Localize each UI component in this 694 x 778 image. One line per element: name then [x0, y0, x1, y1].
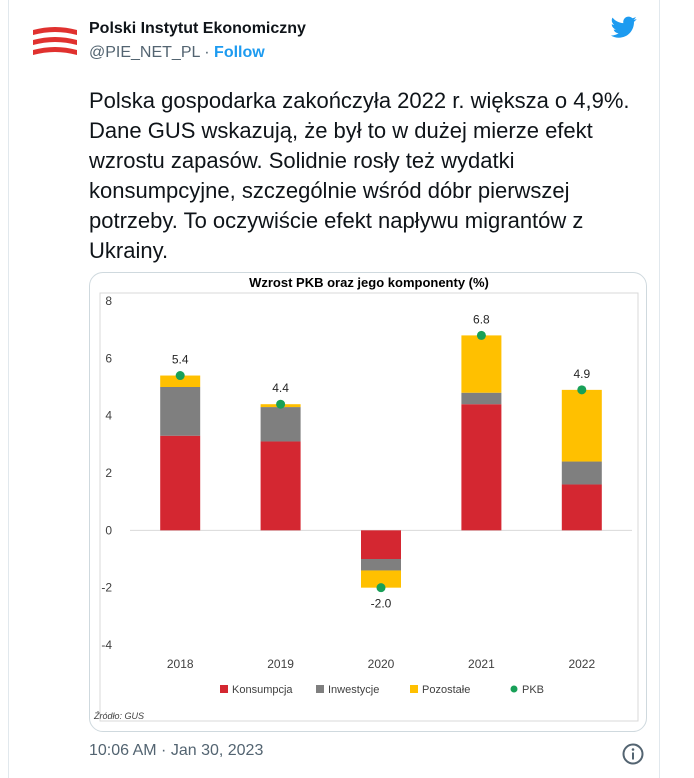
- legend-label: PKB: [522, 684, 544, 696]
- bar-segment-konsumpcja: [561, 484, 602, 531]
- legend-swatch: [316, 685, 324, 693]
- source-note: Źródło: GUS: [93, 711, 144, 721]
- bar-segment-inwestycje: [461, 392, 502, 405]
- chart-title: Wzrost PKB oraz jego komponenty (%): [249, 275, 489, 290]
- data-label: 4.4: [272, 381, 289, 395]
- meta-separator: ·: [204, 44, 210, 61]
- follow-button[interactable]: Follow: [214, 44, 265, 61]
- pkb-marker: [276, 399, 286, 409]
- bar-segment-konsumpcja: [160, 435, 201, 531]
- pkb-marker: [175, 371, 185, 381]
- author-handle[interactable]: @PIE_NET_PL: [89, 44, 200, 61]
- pkb-marker: [376, 583, 386, 593]
- bar-segment-konsumpcja: [361, 530, 401, 559]
- y-tick-label: 0: [105, 523, 112, 537]
- x-tick-label: 2021: [468, 657, 495, 671]
- stacked-bar-chart: Wzrost PKB oraz jego komponenty (%)86420…: [93, 275, 639, 722]
- legend-label: Pozostałe: [422, 684, 470, 696]
- y-tick-label: 4: [105, 409, 112, 423]
- bar-segment-pozostae: [160, 375, 201, 387]
- legend-swatch: [410, 685, 418, 693]
- author-name[interactable]: Polski Instytut Ekonomiczny: [89, 20, 306, 37]
- legend-swatch: [220, 685, 228, 693]
- tweet-card: Polski Instytut Ekonomiczny @PIE_NET_PL …: [8, 0, 660, 778]
- bar-segment-konsumpcja: [461, 404, 502, 531]
- tweet-timestamp[interactable]: 10:06 AM · Jan 30, 2023: [89, 742, 264, 759]
- bar-segment-konsumpcja: [260, 441, 301, 531]
- y-tick-label: 2: [105, 466, 112, 480]
- bar-segment-inwestycje: [260, 407, 301, 442]
- data-label: 5.4: [172, 353, 189, 367]
- data-label: -2.0: [371, 597, 392, 611]
- bar-segment-inwestycje: [160, 387, 201, 436]
- bar-segment-pozostae: [461, 335, 502, 393]
- x-tick-label: 2022: [568, 657, 595, 671]
- author-meta: @PIE_NET_PL · Follow: [89, 44, 265, 62]
- bar-segment-pozostae: [561, 389, 602, 462]
- bar-segment-inwestycje: [361, 559, 401, 571]
- data-label: 6.8: [473, 312, 490, 326]
- y-tick-label: -4: [101, 638, 112, 652]
- tweet-text: Polska gospodarka zakończyła 2022 r. wię…: [89, 88, 630, 263]
- data-label: 4.9: [573, 367, 590, 381]
- bar-segment-inwestycje: [561, 461, 602, 485]
- legend-swatch: [510, 685, 518, 693]
- y-tick-label: 6: [105, 351, 112, 365]
- pkb-marker: [577, 385, 587, 395]
- twitter-bird-icon[interactable]: [609, 14, 639, 40]
- pkb-marker: [476, 330, 486, 340]
- info-icon[interactable]: [621, 742, 645, 766]
- x-tick-label: 2019: [267, 657, 294, 671]
- y-tick-label: -2: [101, 581, 112, 595]
- chart-image[interactable]: Wzrost PKB oraz jego komponenty (%) 8 6 4 2 0…: [89, 272, 647, 732]
- y-tick-label: 8: [105, 294, 112, 308]
- legend-label: Inwestycje: [328, 684, 379, 696]
- pie-logo-icon[interactable]: [31, 18, 79, 66]
- plot-border: [99, 292, 639, 722]
- x-tick-label: 2018: [167, 657, 194, 671]
- legend-label: Konsumpcja: [232, 684, 293, 696]
- x-tick-label: 2020: [368, 657, 395, 671]
- bar-segment-pozostae: [361, 570, 401, 588]
